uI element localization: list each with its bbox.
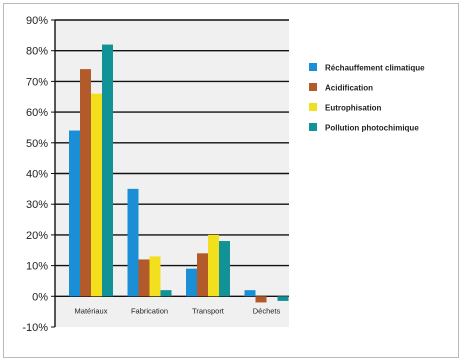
y-tick-label: -10%	[22, 322, 48, 334]
bar	[255, 296, 267, 303]
y-tick-label: 30%	[26, 199, 48, 211]
x-category-label: Déchets	[253, 306, 281, 315]
legend-label: Eutrophisation	[325, 104, 382, 113]
x-category-label: Transport	[192, 306, 225, 315]
bar	[186, 268, 197, 297]
y-tick-label: 70%	[26, 76, 48, 88]
bar	[138, 259, 150, 297]
bar	[197, 253, 208, 297]
y-tick-label: 80%	[26, 46, 48, 58]
x-category-label: Matériaux	[75, 306, 108, 315]
chart-legend: Réchauffement climatique Acidification Eut…	[309, 63, 425, 133]
y-tick-label: 50%	[26, 138, 48, 150]
y-tick-label: 10%	[26, 261, 48, 273]
y-axis-ticks: -10% 0% 10% 20% 30% 40% 50% 60% 70% 80% 90%	[22, 15, 48, 334]
y-tick-label: 40%	[26, 169, 48, 181]
legend-swatch	[309, 123, 317, 131]
bar	[208, 234, 219, 297]
bar	[277, 296, 289, 301]
legend-swatch	[309, 103, 317, 111]
bar	[219, 241, 230, 297]
legend-label: Pollution photochimique	[325, 124, 419, 133]
y-tick-label: 90%	[26, 15, 48, 27]
bar	[102, 44, 113, 297]
x-axis-categories: Matériaux Fabrication Transport Déchets	[75, 306, 281, 315]
y-tick-label: 0%	[32, 291, 48, 303]
bar	[160, 290, 172, 297]
bar	[91, 93, 102, 297]
bar	[80, 69, 91, 297]
y-tick-label: 60%	[26, 107, 48, 119]
bar	[127, 188, 139, 297]
y-tick-label: 20%	[26, 230, 48, 242]
bar	[69, 130, 80, 297]
legend-label: Réchauffement climatique	[325, 64, 425, 73]
legend-label: Acidification	[325, 84, 373, 93]
bar	[149, 256, 161, 297]
legend-swatch	[309, 83, 317, 91]
x-category-label: Fabrication	[131, 306, 168, 315]
bar	[244, 290, 256, 297]
chart-bars	[69, 44, 289, 303]
legend-swatch	[309, 63, 317, 71]
